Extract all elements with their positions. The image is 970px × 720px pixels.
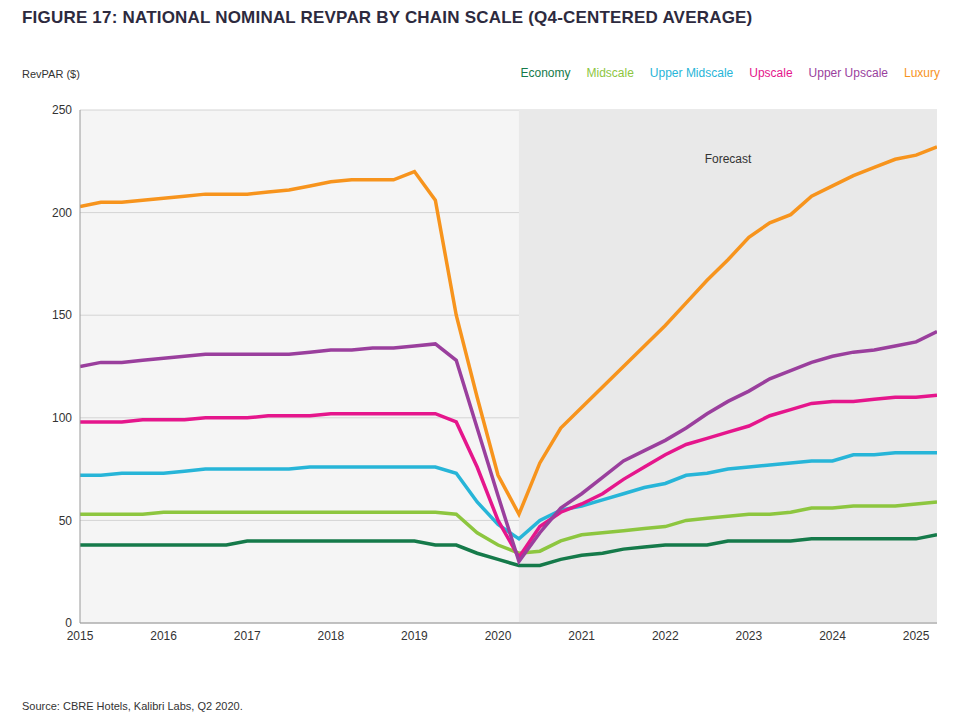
- html-text:Luxury: Luxury: [904, 66, 940, 80]
- svg-text:2017: 2017: [234, 629, 261, 643]
- svg-text:150: 150: [52, 308, 72, 322]
- svg-text:250: 250: [52, 103, 72, 117]
- html-text:Midscale: Midscale: [586, 66, 634, 80]
- svg-text:2021: 2021: [568, 629, 595, 643]
- svg-text:2020: 2020: [485, 629, 512, 643]
- svg-text:Forecast: Forecast: [705, 152, 752, 166]
- svg-text:2019: 2019: [401, 629, 428, 643]
- svg-text:2022: 2022: [652, 629, 679, 643]
- html-text:Upper Midscale: Upper Midscale: [649, 66, 734, 80]
- svg-text:2023: 2023: [736, 629, 763, 643]
- svg-text:100: 100: [52, 411, 72, 425]
- svg-text:50: 50: [59, 514, 73, 528]
- html-text:Source: CBRE Hotels, Kalibri L: Source: CBRE Hotels, Kalibri Labs, Q2 20…: [22, 700, 243, 712]
- svg-text:2015: 2015: [67, 629, 94, 643]
- html-text:RevPAR ($): RevPAR ($): [22, 68, 80, 80]
- html-text:Upper Upscale: Upper Upscale: [808, 66, 888, 80]
- svg-text:200: 200: [52, 206, 72, 220]
- html-text:Economy: Economy: [520, 66, 571, 80]
- svg-text:2018: 2018: [317, 629, 344, 643]
- svg-text:2016: 2016: [150, 629, 177, 643]
- svg-text:2024: 2024: [819, 629, 846, 643]
- svg-text:0: 0: [65, 616, 72, 630]
- html-text:FIGURE 17: NATIONAL NOMINAL RE: FIGURE 17: NATIONAL NOMINAL REVPAR BY CH…: [22, 8, 753, 27]
- svg-text:2025: 2025: [903, 629, 930, 643]
- html-text:Upscale: Upscale: [749, 66, 793, 80]
